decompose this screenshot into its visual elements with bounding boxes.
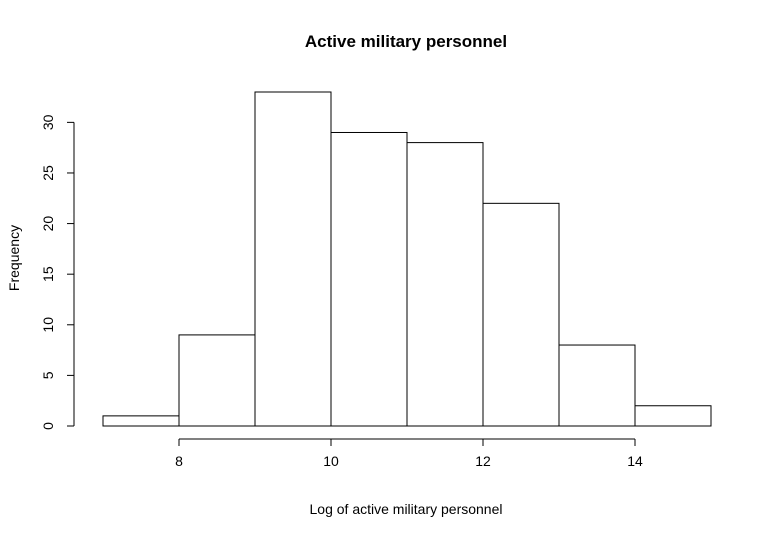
- x-tick-label: 12: [475, 453, 491, 469]
- histogram-bar: [330, 131, 408, 427]
- y-tick-label: 0: [40, 422, 56, 430]
- chart-title: Active military personnel: [305, 32, 507, 51]
- y-tick-label: 15: [40, 266, 56, 282]
- histogram-bar: [558, 344, 636, 427]
- y-tick-label: 20: [40, 216, 56, 232]
- histogram-bar: [634, 405, 712, 427]
- x-tick-label: 10: [323, 453, 339, 469]
- histogram-bar: [406, 142, 484, 427]
- y-axis: 0 5 10 15 20 25 30: [40, 114, 75, 430]
- histogram-bars: [102, 91, 712, 427]
- histogram-bar: [482, 202, 560, 427]
- x-tick-label: 8: [175, 453, 183, 469]
- x-axis-label: Log of active military personnel: [310, 501, 503, 517]
- y-tick-label: 25: [40, 165, 56, 181]
- x-axis: 8 10 12 14: [175, 438, 643, 469]
- x-tick-label: 14: [627, 453, 643, 469]
- y-tick-label: 10: [40, 317, 56, 333]
- y-tick-label: 30: [40, 114, 56, 130]
- histogram-bar: [254, 91, 332, 427]
- y-axis-label: Frequency: [6, 225, 22, 291]
- histogram-bar: [178, 334, 256, 427]
- y-tick-label: 5: [40, 371, 56, 379]
- histogram-bar: [102, 415, 180, 427]
